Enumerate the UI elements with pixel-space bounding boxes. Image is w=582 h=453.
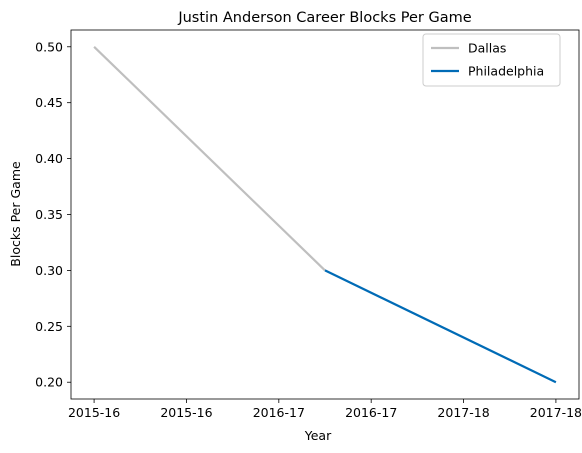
x-tick-label: 2016-17 [345, 405, 397, 420]
x-axis: 2015-16 2015-16 2016-17 2016-17 2017-18 2017-… [68, 399, 582, 420]
chart-title: Justin Anderson Career Blocks Per Game [177, 10, 471, 26]
x-tick-label: 2015-16 [160, 405, 212, 420]
y-tick-label: 0.25 [35, 319, 63, 334]
y-tick-label: 0.35 [35, 207, 63, 222]
y-axis-label: Blocks Per Game [8, 161, 23, 267]
y-tick-label: 0.40 [35, 151, 63, 166]
series-lines [93, 45, 557, 384]
y-tick-label: 0.50 [35, 39, 63, 54]
y-tick-label: 0.30 [35, 263, 63, 278]
x-axis-label: Year [304, 428, 332, 443]
y-tick-label: 0.20 [35, 375, 63, 390]
legend: Dallas Philadelphia [422, 33, 561, 87]
legend-label-philadelphia: Philadelphia [468, 64, 544, 79]
x-tick-label: 2015-16 [68, 405, 120, 420]
x-tick-label: 2017-18 [530, 405, 582, 420]
legend-label-dallas: Dallas [468, 41, 506, 56]
y-tick-label: 0.45 [35, 95, 63, 110]
y-axis: 0.20 0.25 0.30 0.35 0.40 0.45 0.50 [35, 39, 71, 390]
series-line-philadelphia [324, 269, 557, 384]
x-tick-label: 2017-18 [437, 405, 489, 420]
series-line-dallas [93, 45, 326, 272]
x-tick-label: 2016-17 [253, 405, 305, 420]
